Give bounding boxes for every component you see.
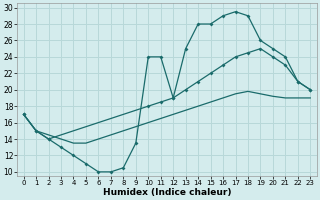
X-axis label: Humidex (Indice chaleur): Humidex (Indice chaleur) bbox=[103, 188, 231, 197]
